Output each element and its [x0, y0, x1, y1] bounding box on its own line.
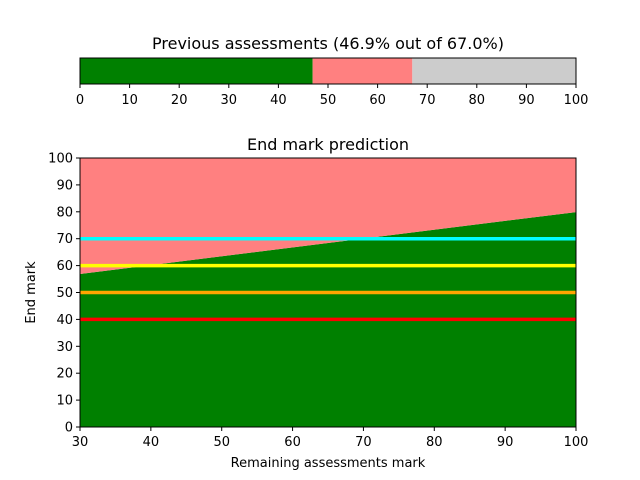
top-x-tick-label: 30: [221, 93, 238, 108]
top-x-tick-label: 80: [469, 93, 486, 108]
top-x-tick-label: 60: [369, 93, 386, 108]
top-chart-title: Previous assessments (46.9% out of 67.0%…: [152, 34, 504, 53]
bottom-y-tick-label: 60: [56, 259, 73, 274]
bottom-y-tick-label: 30: [56, 340, 73, 355]
bottom-x-tick-label: 100: [564, 435, 589, 450]
bottom-y-tick-label: 100: [48, 152, 73, 167]
top-x-tick-label: 50: [320, 93, 337, 108]
bottom-hlines: [80, 236, 576, 322]
bottom-y-tick-label: 0: [65, 421, 73, 436]
area-above: [80, 158, 576, 274]
top-x-tick-label: 100: [564, 93, 589, 108]
bottom-x-tick-label: 70: [355, 435, 372, 450]
bottom-y-tick-label: 90: [56, 178, 73, 193]
previous-assessments-chart: Previous assessments (46.9% out of 67.0%…: [76, 34, 589, 108]
top-segments: [80, 58, 576, 84]
top-segment-1: [312, 58, 413, 84]
top-x-tick-label: 90: [518, 93, 535, 108]
end-mark-prediction-chart: End mark prediction 30 40 50 60 70 80 90 100 0 1…: [24, 135, 588, 471]
bottom-y-tick-label: 40: [56, 313, 73, 328]
bottom-x-tick-label: 30: [72, 435, 89, 450]
top-segment-0: [80, 58, 313, 84]
bottom-y-tick-label: 80: [56, 205, 73, 220]
top-x-ticks: 0 10 20 30 40 50 60 70 80 90 100: [76, 84, 589, 108]
top-x-tick-label: 10: [121, 93, 138, 108]
bottom-y-axis-label: End mark: [24, 261, 39, 324]
bottom-x-tick-label: 50: [213, 435, 230, 450]
top-segment-2: [412, 58, 576, 84]
bottom-x-ticks: 30 40 50 60 70 80 90 100: [72, 427, 589, 450]
bottom-y-tick-label: 70: [56, 232, 73, 247]
bottom-y-ticks: 0 10 20 30 40 50 60 70 80 90 100: [48, 152, 80, 436]
bottom-y-tick-label: 10: [56, 394, 73, 409]
bottom-x-tick-label: 90: [497, 435, 514, 450]
bottom-x-axis-label: Remaining assessments mark: [231, 456, 426, 471]
bottom-y-tick-label: 50: [56, 286, 73, 301]
top-x-tick-label: 40: [270, 93, 287, 108]
top-x-tick-label: 20: [171, 93, 188, 108]
top-x-tick-label: 0: [76, 93, 84, 108]
bottom-chart-title: End mark prediction: [247, 135, 409, 154]
bottom-y-tick-label: 20: [56, 367, 73, 382]
top-x-tick-label: 70: [419, 93, 436, 108]
bottom-x-tick-label: 40: [143, 435, 160, 450]
bottom-x-tick-label: 60: [284, 435, 301, 450]
bottom-x-tick-label: 80: [426, 435, 443, 450]
